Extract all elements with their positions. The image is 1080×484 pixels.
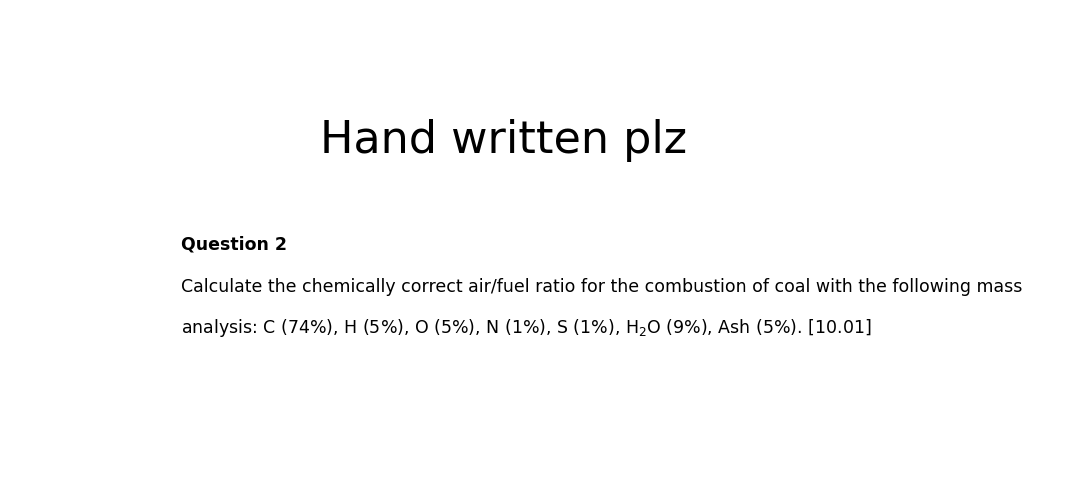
Text: analysis: C (74%), H (5%), O (5%), N (1%), S (1%), H$_2$O (9%), Ash (5%). [10.01: analysis: C (74%), H (5%), O (5%), N (1%… — [181, 318, 872, 339]
Text: Hand written plz: Hand written plz — [320, 119, 687, 162]
Text: Calculate the chemically correct air/fuel ratio for the combustion of coal with : Calculate the chemically correct air/fue… — [181, 278, 1023, 296]
Text: Question 2: Question 2 — [181, 235, 287, 254]
